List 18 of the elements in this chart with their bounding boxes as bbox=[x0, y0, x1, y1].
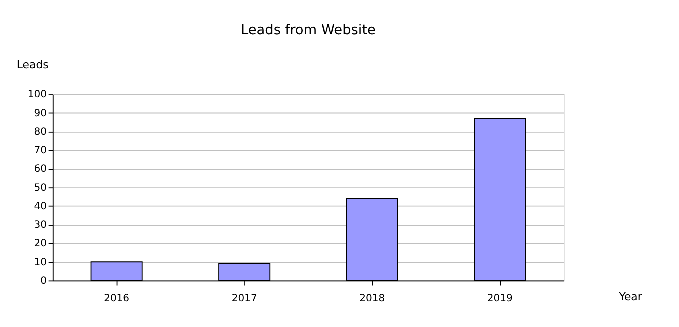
x-tick-label: 2016 bbox=[104, 293, 130, 304]
y-tick-label: 60 bbox=[34, 164, 47, 176]
x-axis-title: Year bbox=[618, 290, 643, 304]
y-tick-label: 100 bbox=[28, 90, 47, 101]
y-tick-label: 40 bbox=[34, 201, 47, 212]
y-tick-label: 0 bbox=[40, 276, 47, 287]
y-tick-label: 70 bbox=[34, 146, 47, 157]
y-tick-label: 10 bbox=[34, 257, 47, 268]
y-axis-title: Leads bbox=[16, 58, 50, 72]
chart-title: Leads from Website bbox=[240, 22, 376, 38]
y-tick-label: 90 bbox=[34, 108, 47, 120]
y-tick-label: 50 bbox=[34, 182, 47, 194]
x-tick-label: 2018 bbox=[360, 293, 386, 304]
y-tick-label: 20 bbox=[34, 238, 47, 250]
x-tick-label: 2019 bbox=[487, 293, 513, 304]
x-tick-label: 2017 bbox=[232, 293, 258, 304]
y-tick-label: 80 bbox=[34, 126, 47, 138]
y-tick-label: 30 bbox=[34, 220, 47, 232]
